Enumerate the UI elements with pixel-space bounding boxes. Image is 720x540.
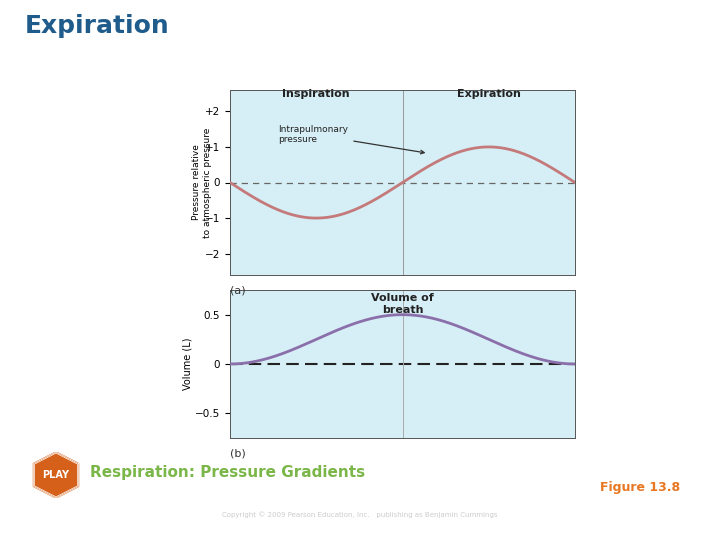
Y-axis label: Volume (L): Volume (L) — [182, 338, 192, 390]
Text: Expiration: Expiration — [25, 14, 170, 37]
Text: Intrapulmonary
pressure: Intrapulmonary pressure — [279, 125, 424, 154]
Text: Figure 13.8: Figure 13.8 — [600, 482, 680, 495]
Text: Inspiration: Inspiration — [282, 89, 350, 99]
Text: (b): (b) — [230, 449, 246, 459]
Polygon shape — [35, 453, 77, 497]
Text: (a): (a) — [230, 286, 246, 296]
Text: Expiration: Expiration — [456, 89, 521, 99]
Text: Copyright © 2009 Pearson Education, Inc.   publishing as Benjamin Cummings: Copyright © 2009 Pearson Education, Inc.… — [222, 512, 498, 518]
Y-axis label: Pressure relative
to atmospheric pressure: Pressure relative to atmospheric pressur… — [192, 127, 212, 238]
Text: Volume of
breath: Volume of breath — [371, 293, 434, 315]
Text: PLAY: PLAY — [42, 470, 70, 480]
Text: Respiration: Pressure Gradients: Respiration: Pressure Gradients — [90, 464, 365, 480]
Polygon shape — [34, 452, 78, 498]
